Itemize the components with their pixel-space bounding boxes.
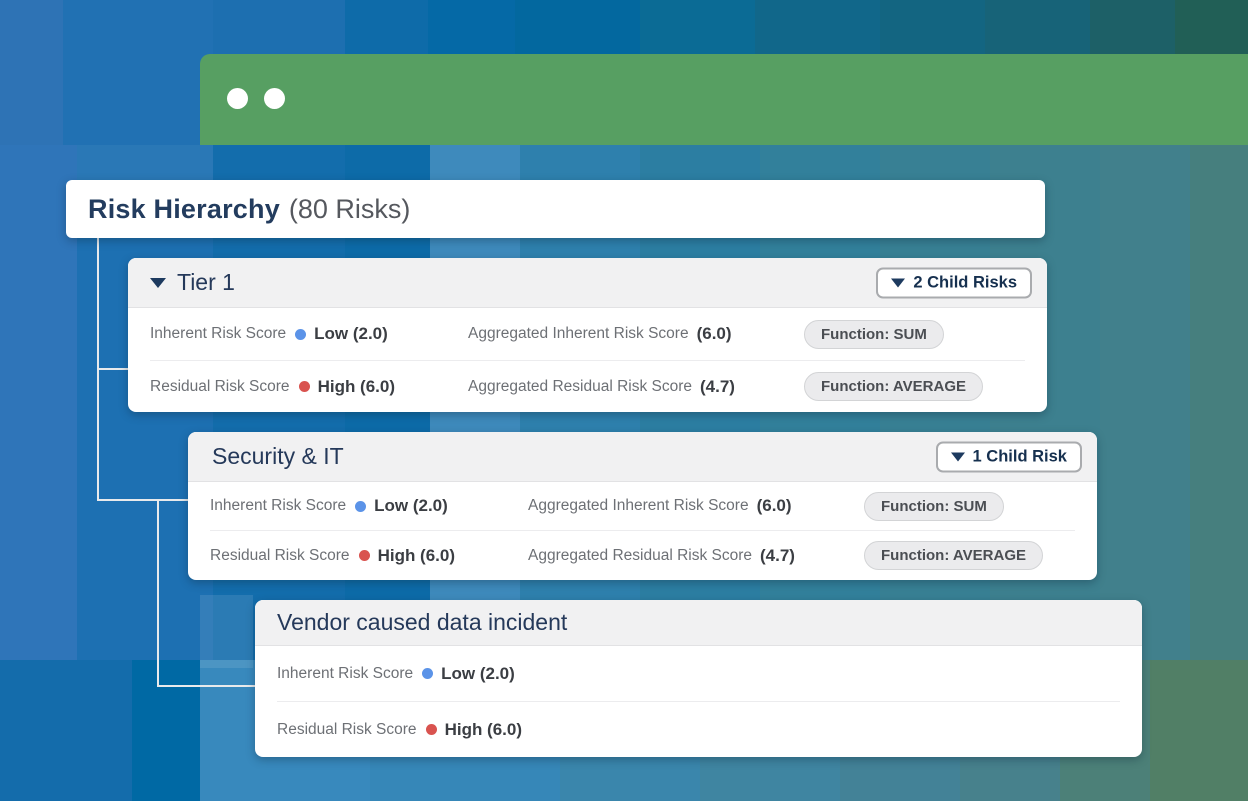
connector-line [157,685,255,687]
child-risks-button[interactable]: 2 Child Risks [876,267,1032,298]
aggregated-score-cell: Aggregated Inherent Risk Score (6.0) [528,496,864,516]
risk-level-dot [425,724,437,735]
risk-card-title: Vendor caused data incident [277,609,568,635]
score-cell: Residual Risk Score High (6.0) [128,377,468,397]
row-divider [277,701,1120,702]
score-cell: Residual Risk Score High (6.0) [255,720,595,740]
score-cell: Inherent Risk Score Low (2.0) [255,664,595,684]
risk-card-title: Security & IT [212,443,344,469]
function-badge: Function: SUM [864,491,1004,521]
window-dot-icon [227,88,248,109]
child-risks-label: 2 Child Risks [913,273,1017,291]
aggregated-score-cell: Aggregated Residual Risk Score (4.7) [528,546,864,566]
risk-card-vendor-incident: Vendor caused data incident Inherent Ris… [255,600,1142,757]
function-badge: Function: AVERAGE [864,541,1043,570]
risk-card-title: Tier 1 [177,269,235,295]
score-value: High (6.0) [377,545,456,565]
connector-line [97,368,128,370]
risk-level-dot [298,381,310,392]
function-cell: Function: SUM [864,491,1004,521]
score-value: Low (2.0) [314,324,388,343]
risk-card-tier-1: Tier 1 2 Child Risks Inherent Risk Score… [128,258,1047,412]
score-cell: Inherent Risk Score Low (2.0) [188,496,528,516]
aggregated-score-cell: Aggregated Residual Risk Score (4.7) [468,377,804,397]
connector-line [97,499,188,501]
page-title: Risk Hierarchy [88,193,280,224]
child-risks-button[interactable]: 1 Child Risk [935,441,1082,472]
risk-score-row: Inherent Risk Score Low (2.0) Aggregated… [188,482,1097,530]
window-title-bar [200,54,1248,145]
chevron-down-icon [891,278,906,287]
risk-card-security-it: Security & IT 1 Child Risk Inherent Risk… [188,432,1097,580]
risk-score-row: Residual Risk Score High (6.0) Aggregate… [188,531,1097,580]
risk-score-row: Inherent Risk Score Low (2.0) Aggregated… [128,308,1047,360]
aggregated-value: (4.7) [760,545,795,565]
function-cell: Function: SUM [804,319,944,349]
score-value: High (6.0) [317,376,396,396]
function-cell: Function: AVERAGE [804,372,983,401]
risk-card-header: Vendor caused data incident [255,600,1142,646]
score-value: Low (2.0) [441,663,515,683]
chevron-down-icon [950,452,965,461]
aggregated-value: (6.0) [756,496,792,515]
risk-score-row: Inherent Risk Score Low (2.0) [255,646,1142,701]
aggregated-label: Aggregated Residual Risk Score [528,546,753,564]
score-label: Inherent Risk Score [150,325,287,342]
score-cell: Residual Risk Score High (6.0) [188,546,528,566]
function-badge: Function: SUM [804,319,944,349]
risk-count: (80 Risks) [288,193,411,224]
background-tile [200,595,253,668]
score-label: Residual Risk Score [210,546,350,564]
aggregated-label: Aggregated Residual Risk Score [468,377,693,395]
risk-level-dot [295,328,307,340]
score-label: Residual Risk Score [277,720,417,738]
score-label: Residual Risk Score [150,377,290,395]
child-risks-label: 1 Child Risk [972,447,1067,465]
risk-level-dot [358,550,370,561]
aggregated-score-cell: Aggregated Inherent Risk Score (6.0) [468,324,804,344]
score-value: High (6.0) [444,719,523,739]
risk-card-header[interactable]: Tier 1 2 Child Risks [128,258,1047,308]
risk-level-dot [355,500,367,512]
row-divider [150,360,1025,361]
background-tile [77,145,213,180]
risk-score-row: Residual Risk Score High (6.0) [255,702,1142,757]
aggregated-value: (4.7) [700,376,735,396]
row-divider [210,530,1075,531]
score-value: Low (2.0) [374,496,448,515]
risk-card-header: Security & IT 1 Child Risk [188,432,1097,482]
aggregated-label: Aggregated Inherent Risk Score [528,497,749,514]
window-dot-icon [264,88,285,109]
risk-hierarchy-title-card: Risk Hierarchy (80 Risks) [66,180,1045,238]
score-cell: Inherent Risk Score Low (2.0) [128,324,468,344]
aggregated-value: (6.0) [696,324,732,343]
connector-line [157,499,159,686]
risk-level-dot [422,668,434,679]
function-cell: Function: AVERAGE [864,541,1043,570]
function-badge: Function: AVERAGE [804,372,983,401]
score-label: Inherent Risk Score [210,497,347,514]
score-label: Inherent Risk Score [277,664,414,682]
collapse-arrow-icon[interactable] [150,277,166,288]
risk-score-row: Residual Risk Score High (6.0) Aggregate… [128,361,1047,412]
aggregated-label: Aggregated Inherent Risk Score [468,325,689,342]
